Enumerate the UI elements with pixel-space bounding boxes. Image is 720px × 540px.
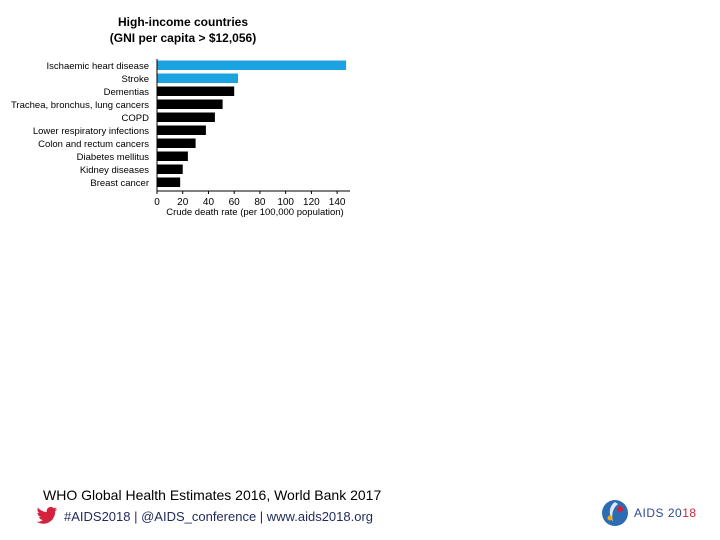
bars-group [157, 60, 347, 187]
bar-8 [157, 164, 183, 174]
x-tick-label: 80 [254, 197, 266, 208]
category-label: Colon and rectum cancers [38, 139, 149, 150]
category-labels: Ischaemic heart disease Stroke Dementias Tr… [11, 61, 149, 189]
bar-7 [157, 151, 188, 161]
chart-title-line-1: High-income countries [118, 15, 248, 29]
bar-9 [157, 177, 181, 187]
bar-3 [157, 99, 223, 109]
x-tick-label: 0 [154, 197, 160, 208]
bar-4 [157, 112, 215, 122]
x-axis: 0 20 40 60 80 100 120 140 [154, 59, 350, 208]
category-label: Kidney diseases [80, 165, 149, 176]
footer-hashtags: #AIDS2018 | @AIDS_conference | www.aids2… [64, 508, 374, 524]
footer-bar: #AIDS2018 | @AIDS_conference | www.aids2… [36, 506, 373, 526]
chart-title-line-2: (GNI per capita > $12,056) [110, 31, 256, 45]
bar-1 [157, 73, 239, 83]
category-label: Diabetes mellitus [77, 152, 150, 163]
twitter-icon[interactable] [36, 506, 58, 526]
source-citation: WHO Global Health Estimates 2016, World … [43, 487, 382, 503]
bar-6 [157, 138, 196, 148]
category-label: Breast cancer [90, 178, 149, 189]
x-axis-label: Crude death rate (per 100,000 population… [166, 207, 343, 218]
aids2018-logo-mark-icon [602, 500, 628, 526]
category-label: Dementias [104, 87, 150, 98]
bar-chart: High-income countries (GNI per capita > … [11, 15, 350, 218]
bar-5 [157, 125, 206, 135]
category-label: Stroke [122, 74, 149, 85]
category-label: Ischaemic heart disease [47, 61, 149, 72]
aids2018-logo: AIDS 2018 [600, 498, 697, 528]
x-tick-label: 20 [177, 197, 189, 208]
aids2018-logo-text: AIDS 2018 [634, 506, 697, 520]
x-tick-label: 40 [203, 197, 215, 208]
category-label: Lower respiratory infections [33, 126, 149, 137]
category-label: COPD [122, 113, 150, 124]
category-label: Trachea, bronchus, lung cancers [11, 100, 149, 111]
bar-0 [157, 60, 347, 70]
x-tick-label: 60 [229, 197, 241, 208]
x-tick-label: 120 [303, 197, 320, 208]
x-tick-label: 140 [329, 197, 346, 208]
x-tick-label: 100 [277, 197, 294, 208]
bar-2 [157, 86, 235, 96]
